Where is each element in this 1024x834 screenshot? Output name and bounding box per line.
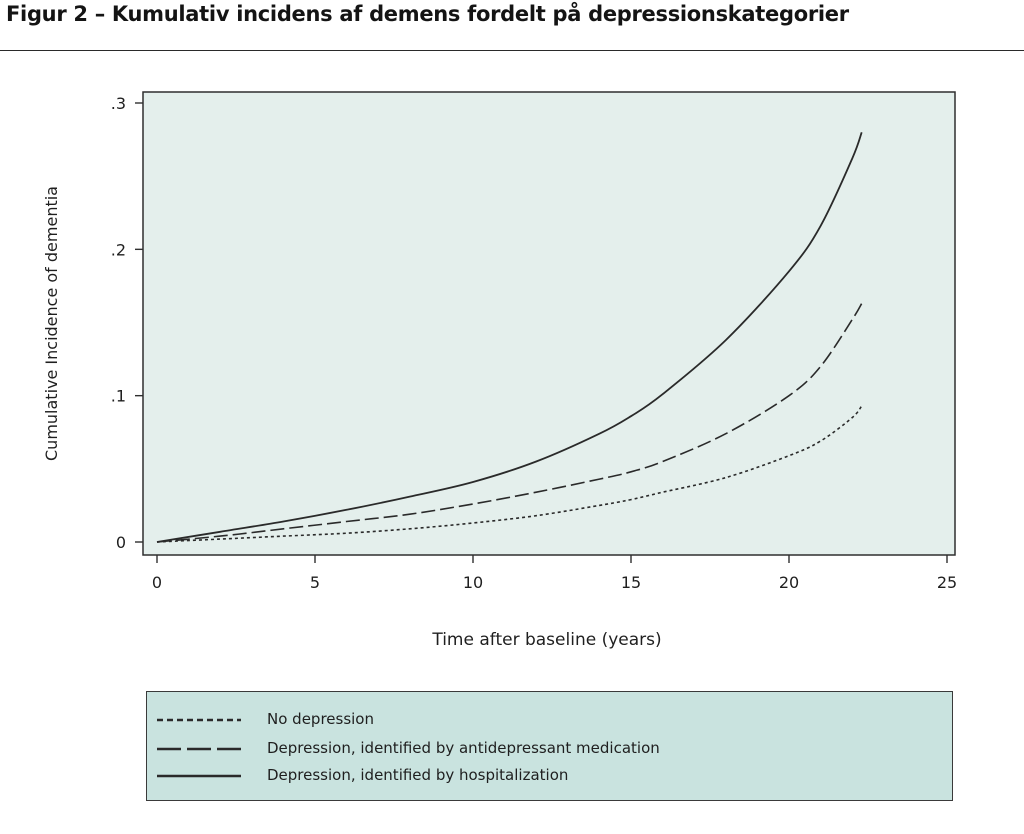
- legend-label: Depression, identified by hospitalizatio…: [267, 766, 569, 784]
- legend: No depression Depression, identified by …: [146, 691, 953, 801]
- x-tick-label: 20: [779, 573, 799, 592]
- legend-item-hospitalization: Depression, identified by hospitalizatio…: [147, 762, 952, 788]
- y-tick-label: .1: [111, 387, 126, 406]
- legend-item-antidepressant: Depression, identified by antidepressant…: [147, 735, 952, 761]
- y-axis-label: Cumulative Incidence of dementia: [42, 186, 61, 461]
- x-tick-label: 0: [152, 573, 162, 592]
- axes: 0 5 10 15 20 25 0 .1 .2 .3: [111, 94, 957, 592]
- x-tick-label: 15: [621, 573, 641, 592]
- figure-title: Figur 2 – Kumulativ incidens af demens f…: [6, 2, 849, 26]
- series-antidepressant: [156, 303, 863, 543]
- x-axis-label: Time after baseline (years): [431, 630, 661, 650]
- legend-label: Depression, identified by antidepressant…: [267, 739, 660, 757]
- legend-label: No depression: [267, 710, 374, 728]
- legend-item-no-depression: No depression: [147, 706, 952, 732]
- x-tick-label: 10: [463, 573, 483, 592]
- legend-swatch-dashed: [157, 747, 241, 751]
- y-tick-label: 0: [116, 533, 126, 552]
- series-lines: [156, 131, 863, 543]
- chart: 0 5 10 15 20 25 0 .1 .2 .3 Cumulative Incidence o…: [42, 91, 957, 650]
- legend-swatch-solid: [157, 774, 241, 778]
- title-divider: [0, 50, 1024, 51]
- x-tick-label: 5: [310, 573, 320, 592]
- series-no-depression: [156, 405, 863, 543]
- plot-area: [142, 91, 956, 556]
- series-hospitalization: [156, 131, 863, 543]
- y-tick-label: .3: [111, 94, 126, 113]
- x-tick-label: 25: [937, 573, 957, 592]
- legend-swatch-dotted: [157, 718, 241, 722]
- y-tick-label: .2: [111, 240, 126, 259]
